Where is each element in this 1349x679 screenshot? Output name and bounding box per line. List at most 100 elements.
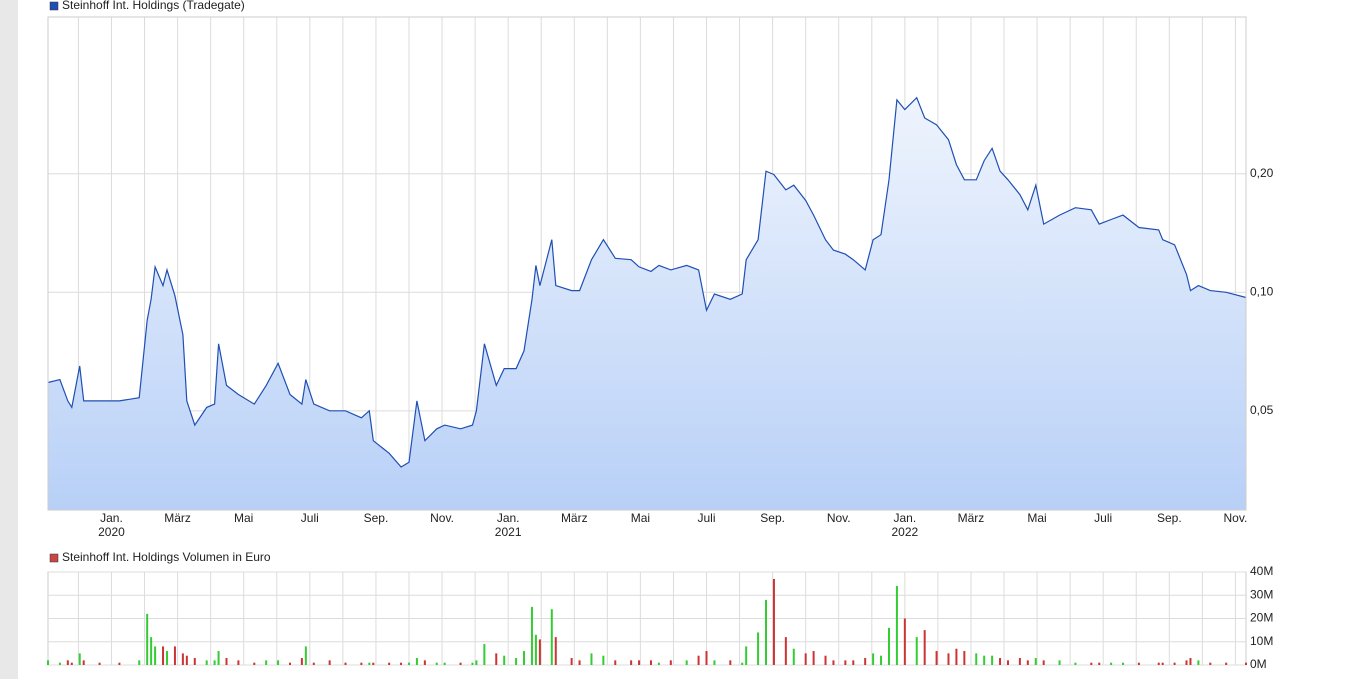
volume-bar xyxy=(1225,662,1228,665)
volume-bar xyxy=(630,660,633,665)
volume-bar xyxy=(1018,658,1021,665)
volume-bar xyxy=(1185,660,1188,665)
volume-bar xyxy=(991,655,994,665)
volume-bar xyxy=(1173,662,1176,665)
volume-bar xyxy=(1209,662,1212,665)
volume-bar xyxy=(415,658,418,665)
volume-bar xyxy=(328,660,331,665)
volume-bar xyxy=(570,658,573,665)
volume-bar xyxy=(312,662,315,665)
y-tick-label: 10M xyxy=(1250,634,1273,648)
volume-bar xyxy=(757,632,760,665)
volume-bar xyxy=(578,660,581,665)
volume-bar xyxy=(923,630,926,665)
volume-bar xyxy=(154,646,157,665)
volume-bar xyxy=(657,662,660,665)
plot-border xyxy=(47,16,1247,511)
x-tick-label: Mai xyxy=(1027,511,1046,525)
legend-label: Steinhoff Int. Holdings (Tradegate) xyxy=(62,0,245,12)
volume-bar xyxy=(237,660,240,665)
volume-bar xyxy=(812,651,815,665)
x-tick-label: März xyxy=(164,511,191,525)
volume-bar xyxy=(58,662,61,665)
x-tick-label: Mai xyxy=(234,511,253,525)
volume-bar xyxy=(915,637,918,665)
y-tick-label: 0M xyxy=(1250,657,1267,671)
volume-bar xyxy=(1058,660,1061,665)
volume-bar xyxy=(963,651,966,665)
volume-bar xyxy=(400,662,403,665)
volume-bar xyxy=(1098,662,1101,665)
volume-bar xyxy=(638,660,641,665)
volume-bar xyxy=(523,651,526,665)
volume-bar xyxy=(225,658,228,665)
volume-bar xyxy=(772,578,775,665)
volume-bar xyxy=(824,655,827,665)
x-year-label: 2020 xyxy=(98,525,125,539)
volume-bar xyxy=(70,662,73,665)
volume-bar xyxy=(705,651,708,665)
volume-bar xyxy=(217,651,220,665)
x-tick-label: Nov. xyxy=(1224,511,1248,525)
volume-bar xyxy=(1006,660,1009,665)
volume-bar xyxy=(975,653,978,665)
volume-bar xyxy=(515,658,518,665)
volume-bar xyxy=(98,662,101,665)
volume-bar xyxy=(741,662,744,665)
y-tick-label: 0,20 xyxy=(1250,166,1274,180)
volume-bar xyxy=(903,618,906,665)
volume-bar xyxy=(471,662,474,665)
volume-bar xyxy=(844,660,847,665)
volume-bar xyxy=(300,658,303,665)
volume-bar xyxy=(459,662,462,665)
x-tick-label: Nov. xyxy=(827,511,851,525)
x-tick-label: Sep. xyxy=(364,511,389,525)
volume-bar xyxy=(138,660,141,665)
volume-bar xyxy=(852,660,855,665)
area-fill xyxy=(48,97,1246,510)
volume-bar xyxy=(745,646,748,665)
legend-label: Steinhoff Int. Holdings Volumen in Euro xyxy=(62,550,271,564)
volume-bar xyxy=(277,660,280,665)
volume-bar xyxy=(649,660,652,665)
volume-bar xyxy=(530,606,533,665)
volume-bar xyxy=(150,637,153,665)
volume-bar xyxy=(590,653,593,665)
x-tick-label: März xyxy=(561,511,588,525)
volume-bar xyxy=(407,662,410,665)
x-tick-label: Jan. xyxy=(894,511,917,525)
x-year-label: 2022 xyxy=(891,525,918,539)
volume-bar xyxy=(1074,662,1077,665)
volume-bar xyxy=(1245,662,1247,665)
volume-bar xyxy=(1161,662,1164,665)
volume-bar xyxy=(146,613,149,665)
volume-bar xyxy=(765,599,768,665)
volume-bar xyxy=(983,655,986,665)
volume-bar xyxy=(288,662,291,665)
volume-bar xyxy=(1042,660,1045,665)
volume-bar xyxy=(78,653,81,665)
volume-bar xyxy=(435,662,438,665)
volume-bar xyxy=(1122,662,1125,665)
x-tick-label: März xyxy=(958,511,985,525)
x-tick-label: Mai xyxy=(631,511,650,525)
price-line xyxy=(47,96,1247,468)
volume-bar xyxy=(181,653,184,665)
volume-bar xyxy=(1197,660,1200,665)
volume-bar xyxy=(265,660,268,665)
x-tick-label: Juli xyxy=(697,511,715,525)
volume-bar xyxy=(304,646,307,665)
volume-bar xyxy=(193,658,196,665)
volume-bar xyxy=(162,646,165,665)
volume-bar xyxy=(82,660,85,665)
x-tick-label: Juli xyxy=(1094,511,1112,525)
volume-bar xyxy=(1026,660,1029,665)
volume-bar xyxy=(368,662,371,665)
volume-bar xyxy=(166,651,169,665)
volume-bar xyxy=(887,627,890,665)
volume-bar xyxy=(118,662,121,665)
y-tick-label: 30M xyxy=(1250,587,1273,601)
volume-bar xyxy=(503,655,506,665)
volume-bar xyxy=(697,655,700,665)
